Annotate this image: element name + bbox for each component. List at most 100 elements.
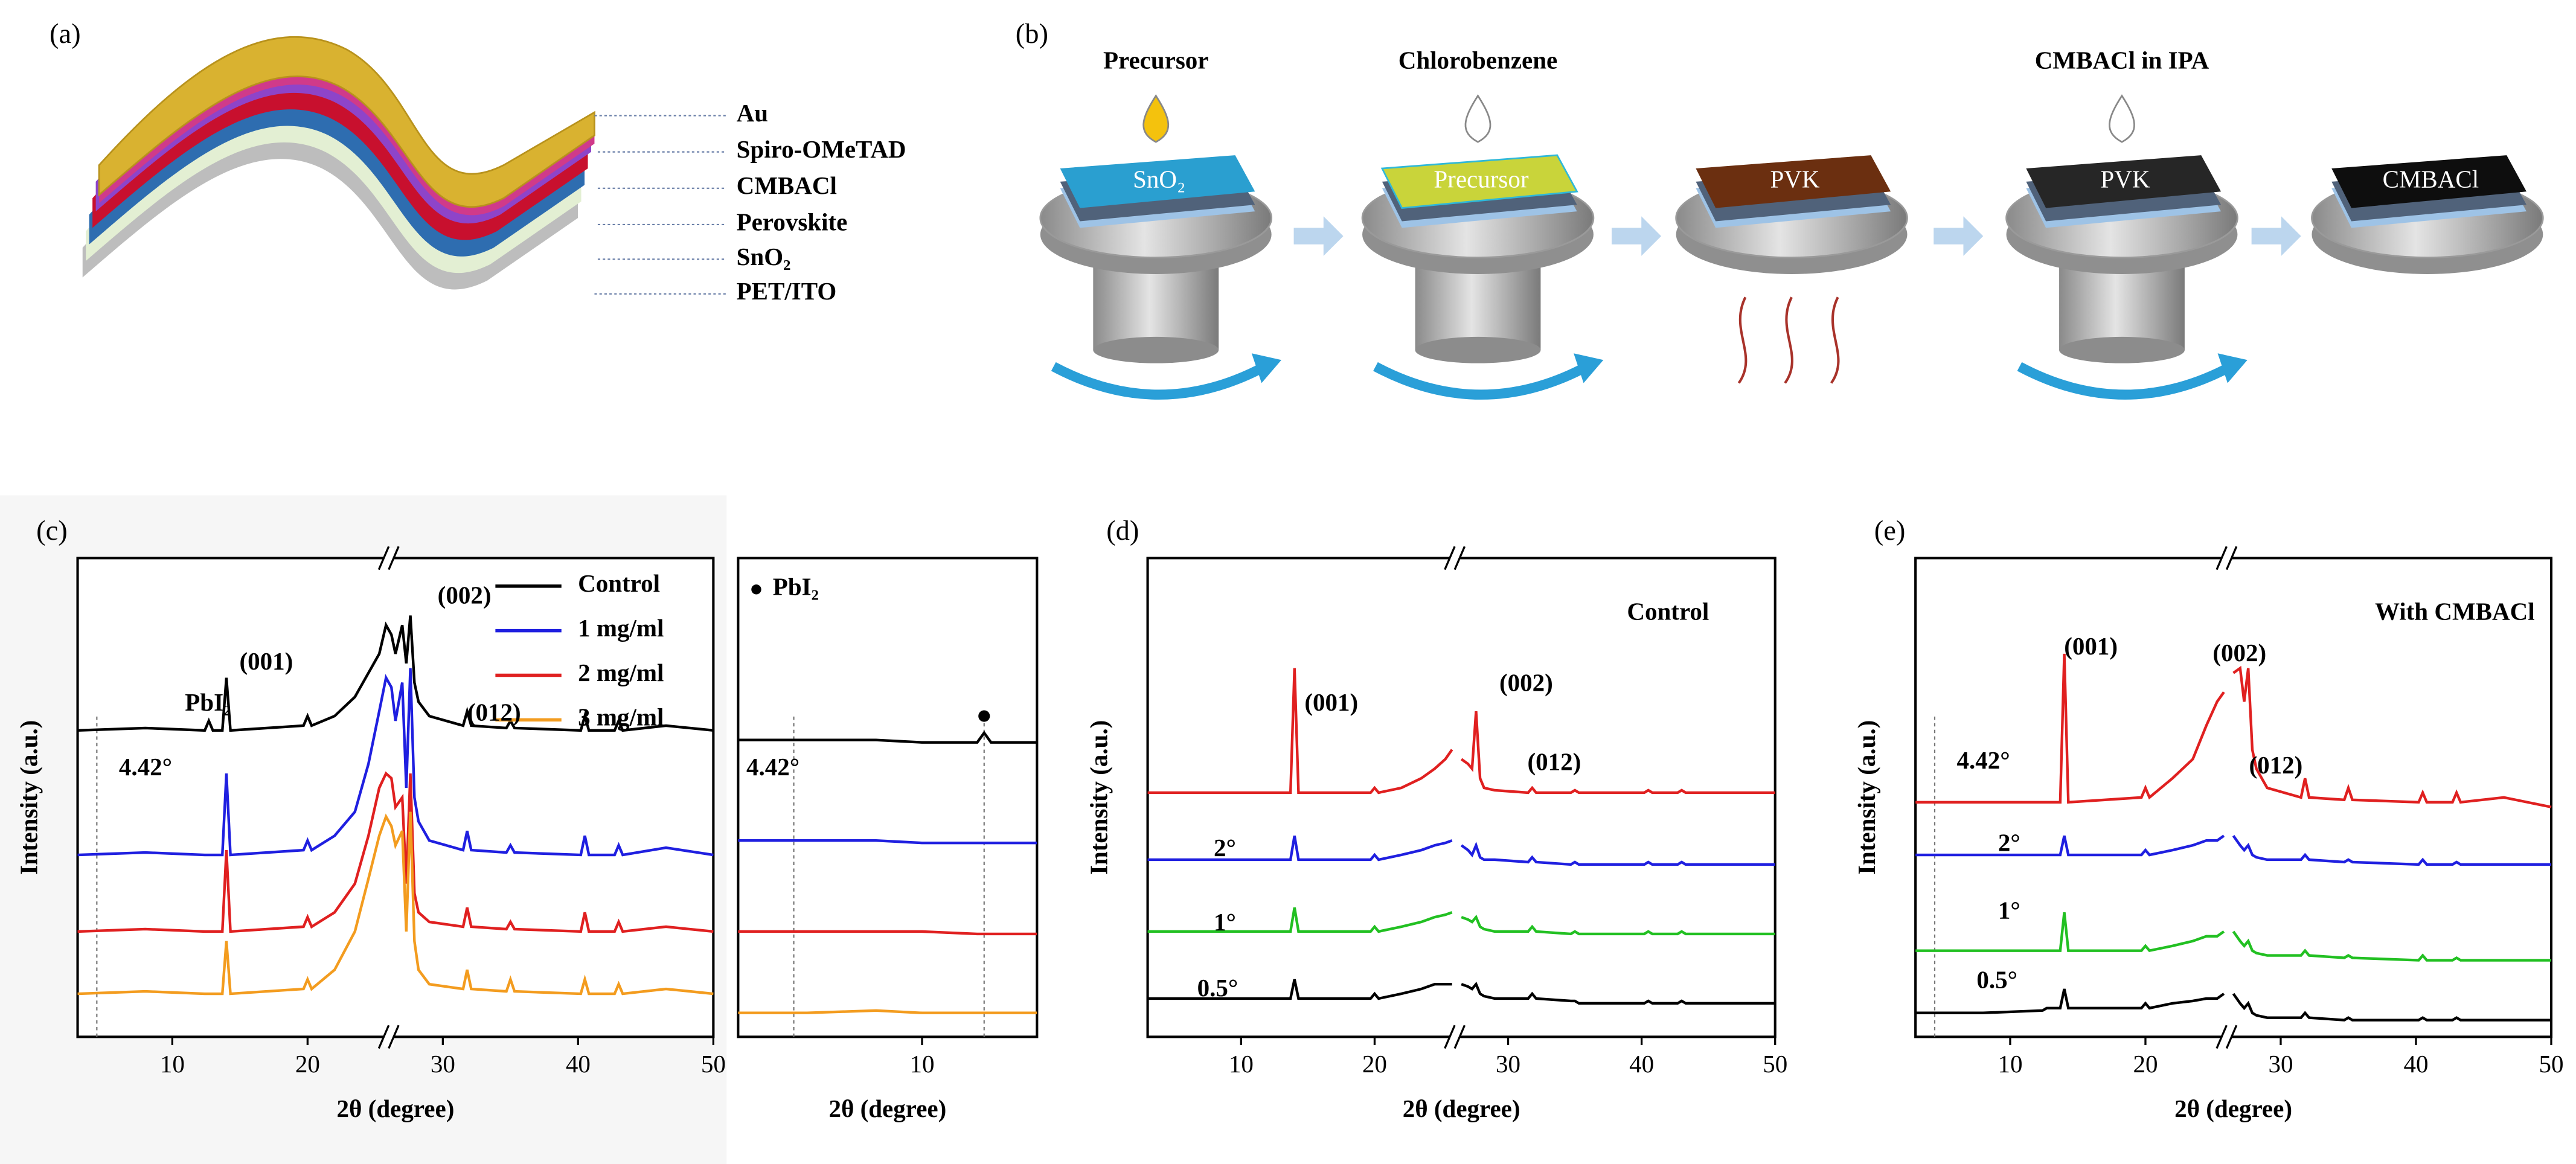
plot-frame — [76, 557, 715, 1038]
plot-frame — [1914, 557, 2553, 1038]
xrd-trace — [1147, 907, 1775, 936]
trace-label: 2° — [1998, 829, 2020, 857]
x-tick-label: 10 — [909, 1050, 934, 1078]
flow-arrow — [1934, 216, 1984, 256]
flow-arrow — [1293, 216, 1344, 256]
x-axis-label: 2θ (degree) — [828, 1095, 946, 1122]
y-axis-label: Intensity (a.u.) — [14, 720, 42, 875]
flow-arrow — [2251, 216, 2301, 256]
film — [1060, 155, 1255, 208]
axis-break-mark — [2216, 546, 2228, 571]
layer-label: PET/ITO — [737, 277, 837, 305]
annotation: Control — [1627, 598, 1709, 625]
annotation: (001) — [2064, 632, 2118, 660]
xrd-trace — [77, 811, 714, 996]
axis-break-mark — [388, 1025, 400, 1049]
annotation: PbI₂ — [185, 688, 231, 716]
y-axis-label: Intensity (a.u.) — [1853, 720, 1880, 875]
xrd-trace — [1147, 668, 1775, 795]
axis-break-gap — [383, 548, 394, 568]
annotation: (002) — [2212, 639, 2266, 667]
x-tick-label: 50 — [701, 1050, 726, 1078]
heat-arrow — [1830, 296, 1840, 384]
x-tick-label: 50 — [1763, 1050, 1787, 1078]
panel-label: (c) — [36, 516, 68, 546]
x-tick-label: 50 — [2539, 1050, 2563, 1078]
x-tick-label: 40 — [566, 1050, 591, 1078]
xrd-trace — [738, 930, 1037, 936]
annotation: 4.42° — [1957, 746, 2010, 774]
axis-break-mark — [1453, 546, 1466, 571]
droplet — [1142, 94, 1170, 143]
flow-arrow — [1611, 216, 1662, 256]
xrd-trace — [77, 771, 714, 933]
axis-break-gap — [1449, 1026, 1460, 1047]
phase-marker — [978, 710, 990, 722]
xrd-trace — [738, 839, 1037, 845]
panel-label: (e) — [1874, 516, 1906, 546]
axis-break-gap — [2222, 1026, 2232, 1047]
legend-label: Control — [578, 569, 660, 597]
layer-label: SnO₂ — [737, 243, 791, 270]
xrd-trace — [738, 1009, 1037, 1014]
annotation: 4.42° — [119, 753, 172, 781]
annotation: (012) — [2249, 751, 2303, 779]
drop-label: Precursor — [1103, 46, 1209, 74]
film-label: PVK — [2100, 165, 2150, 193]
axis-break-mark — [377, 1025, 390, 1049]
droplet — [2109, 94, 2135, 143]
layer-labels: Au Spiro-OMeTAD CMBACl Perovskite SnO₂ PET/IT… — [594, 99, 906, 305]
heat-arrow — [1737, 296, 1748, 384]
annotation: (012) — [467, 699, 521, 726]
film-label: PVK — [1770, 165, 1820, 193]
droplet — [1464, 94, 1491, 143]
pillar-base — [1415, 336, 1541, 363]
xrd-trace — [1915, 988, 2551, 1022]
drop-label: CMBACl in IPA — [2035, 46, 2209, 74]
x-tick-label: 10 — [1229, 1050, 1254, 1078]
x-axis-label: 2θ (degree) — [1403, 1095, 1520, 1122]
plot-frame — [737, 557, 1039, 1038]
layer-label: Spiro-OMeTAD — [737, 135, 906, 163]
pillar-base — [2059, 336, 2185, 363]
xrd-trace — [1915, 834, 2551, 866]
annotation: With CMBACl — [2375, 598, 2535, 625]
legend-label: 1 mg/ml — [578, 614, 664, 642]
x-tick-label: 10 — [160, 1050, 185, 1078]
heat-arrow — [1784, 296, 1793, 384]
axis-break-gap — [383, 1026, 394, 1047]
xrd-trace — [1147, 979, 1775, 1005]
trace-label: 1° — [1214, 908, 1236, 936]
axis-break-mark — [1444, 1025, 1456, 1049]
axis-break-mark — [388, 546, 400, 571]
axis-break-mark — [377, 546, 390, 571]
film — [2026, 155, 2222, 208]
layer-label: CMBACl — [737, 171, 837, 199]
layer-label: Perovskite — [737, 208, 848, 235]
rotation-arrow — [1051, 362, 1261, 400]
axis-break-mark — [2225, 546, 2238, 571]
annotation: 4.42° — [746, 753, 799, 781]
xrd-trace — [77, 615, 714, 732]
legend-label: 2 mg/ml — [578, 659, 664, 686]
legend-label: 3 mg/ml — [578, 703, 664, 731]
y-axis-label: Intensity (a.u.) — [1085, 720, 1112, 875]
annotation: (012) — [1528, 748, 1581, 776]
xrd-trace — [1147, 835, 1775, 866]
panel-label: (d) — [1106, 516, 1139, 546]
layer-au — [98, 36, 595, 208]
x-tick-label: 20 — [295, 1050, 320, 1078]
annotation: (002) — [1499, 668, 1553, 696]
trace-label: 1° — [1998, 897, 2020, 924]
process-steps: SnO₂ Precursor Precursor Chlorobenzene PVK PV… — [1039, 46, 2544, 400]
annotation: (002) — [438, 581, 492, 609]
xrd-trace — [1915, 653, 2552, 808]
x-axis-label: 2θ (degree) — [2174, 1095, 2292, 1122]
annotation: PbI₂ — [773, 573, 819, 601]
x-tick-label: 40 — [2403, 1050, 2428, 1078]
panel-label: (b) — [1016, 19, 1048, 50]
trace-label: 2° — [1214, 834, 1236, 862]
x-tick-label: 40 — [1629, 1050, 1654, 1078]
annotation: (001) — [240, 647, 293, 675]
